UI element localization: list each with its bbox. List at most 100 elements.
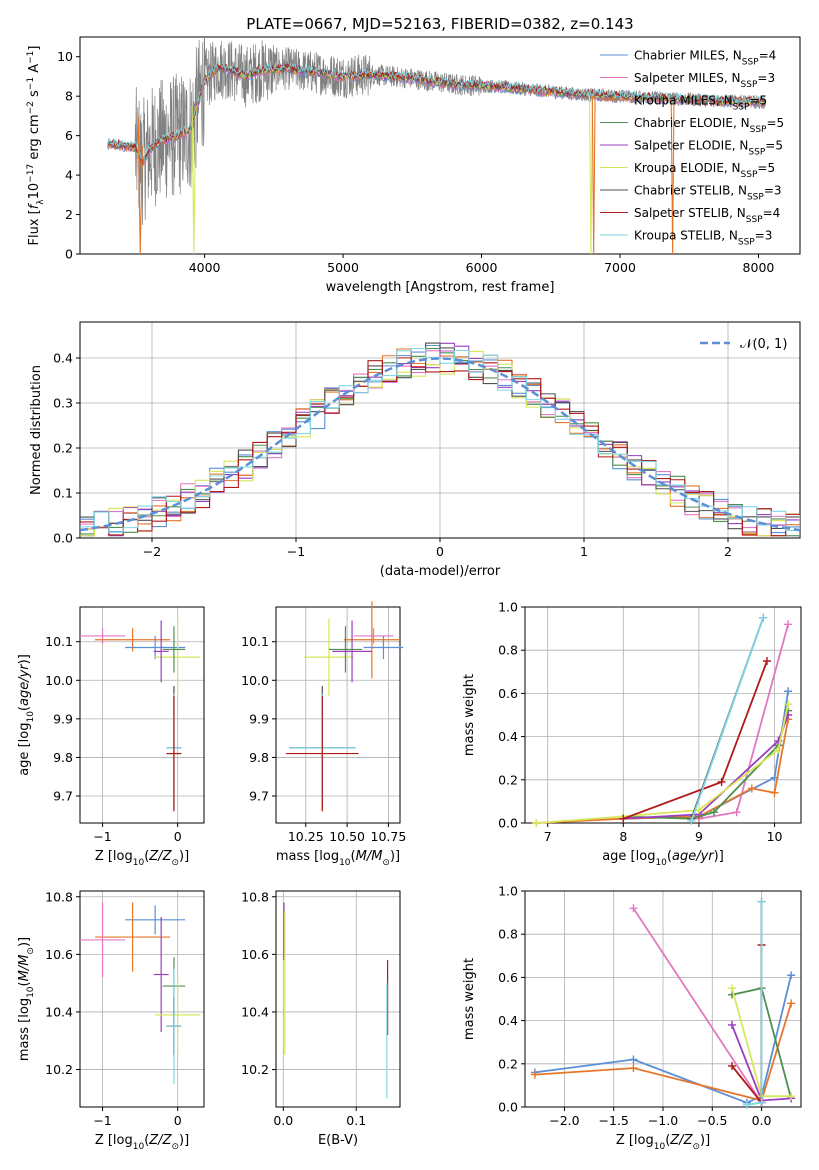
age_vs_mass-ytick-label: 9.7 bbox=[249, 789, 269, 804]
weight_vs_Z-marker-kroupa_elodie bbox=[728, 984, 736, 993]
age_vs_mass-axes: 10.25 10.50 10.75 9.7 9.8 9.9 10.0 10.1 mass [lo… bbox=[241, 606, 407, 868]
residuals-hist-kroupa_stelib bbox=[80, 347, 800, 533]
weight_vs_age-xtick-label: 7 bbox=[544, 829, 552, 844]
residuals-axes: −2 −1 0 1 2 0.0 0.1 0.2 0.3 0.4 (data-model)/error… bbox=[29, 321, 801, 579]
mass_vs_ebv-frame bbox=[275, 890, 401, 1108]
weight_vs_Z-marker-salpeter_miles bbox=[629, 904, 638, 913]
residuals-xtick-label: 1 bbox=[580, 544, 588, 559]
weight_vs_Z-ytick-label: 0.4 bbox=[498, 1013, 518, 1028]
residuals-hist-chabrier_stelib bbox=[80, 342, 800, 531]
weight_vs_age-marker-kroupa_elodie bbox=[774, 745, 783, 754]
legend-label-salpeter_stelib: Salpeter STELIB, NSSP=4 bbox=[634, 206, 780, 225]
mass_vs_Z-xtick-label: 0 bbox=[174, 1113, 182, 1128]
weight_vs_age-series-kroupa_miles bbox=[536, 719, 789, 824]
weight_vs_age-ytick-label: 0.0 bbox=[498, 816, 518, 831]
weight_vs_Z-frame bbox=[524, 890, 802, 1108]
weight_vs_Z-marker-kroupa_miles bbox=[530, 1070, 539, 1079]
mass_vs_ebv-ytick-label: 10.2 bbox=[241, 1062, 269, 1077]
weight_vs_age-marker-salpeter_stelib bbox=[619, 814, 628, 823]
residuals-frame bbox=[79, 321, 801, 539]
age_vs_Z-xtick-label: 0 bbox=[174, 829, 182, 844]
weight_vs_Z-xtick-label: −1.5 bbox=[599, 1113, 629, 1128]
weight_vs_Z-marker-salpeter_elodie bbox=[728, 1020, 736, 1029]
weight_vs_age-frame bbox=[524, 606, 802, 824]
mass_vs_Z-xtick-label: −1 bbox=[93, 1113, 111, 1128]
legend-label-salpeter_elodie: Salpeter ELODIE, NSSP=5 bbox=[634, 139, 783, 158]
residuals-hist-kroupa_elodie bbox=[80, 349, 800, 537]
weight_vs_age-marker-salpeter_miles bbox=[732, 808, 741, 817]
residuals-xtick-label: 2 bbox=[724, 544, 732, 559]
spectrum-axes: 4000 5000 6000 7000 8000 0 2 4 6 8 10 wavelength [A… bbox=[26, 36, 801, 295]
weight_vs_age-series-kroupa_stelib bbox=[690, 617, 765, 822]
weight_vs_age-marker-salpeter_stelib bbox=[762, 657, 771, 665]
spectrum-model-salpeter_stelib bbox=[107, 63, 765, 166]
weight_vs_age-ylabel: mass weight bbox=[462, 674, 477, 756]
weight_vs_Z-ytick-label: 1.0 bbox=[498, 884, 518, 899]
age_vs_Z-ylabel: age [log10(age/yr)] bbox=[17, 654, 36, 776]
weight_vs_age-ytick-label: 0.4 bbox=[498, 729, 518, 744]
spectrum-ytick-label: 6 bbox=[65, 128, 73, 143]
residuals-xtick-label: −1 bbox=[287, 544, 305, 559]
spectrum-ytick-label: 10 bbox=[57, 49, 73, 64]
spectrum-xtick-label: 5000 bbox=[327, 260, 359, 275]
weight_vs_age-marker-salpeter_miles bbox=[784, 620, 793, 629]
residuals-ytick-label: 0.2 bbox=[53, 441, 73, 456]
spectrum-model-kroupa_stelib bbox=[107, 61, 765, 162]
spectrum-ytick-label: 8 bbox=[65, 89, 73, 104]
age_vs_mass-ytick-label: 10.0 bbox=[241, 673, 269, 688]
weight_vs_age-marker-kroupa_stelib bbox=[759, 613, 768, 622]
weight_vs_Z-marker-kroupa_stelib bbox=[757, 897, 766, 906]
weight_vs_Z-xtick-label: −2.0 bbox=[549, 1113, 579, 1128]
weight_vs_Z-ytick-label: 0.8 bbox=[498, 927, 518, 942]
weight_vs_age-marker-chabrier_miles bbox=[784, 687, 793, 696]
age_vs_Z-ytick-label: 9.7 bbox=[53, 789, 73, 804]
age_vs_mass-ytick-label: 10.1 bbox=[241, 634, 269, 649]
age_vs_mass-xtick-label: 10.50 bbox=[329, 829, 365, 844]
age_vs_Z-ytick-label: 10.1 bbox=[45, 634, 73, 649]
figure-title: PLATE=0667, MJD=52163, FIBERID=0382, z=0… bbox=[246, 15, 633, 33]
spectrum-model-spike bbox=[591, 96, 596, 254]
age_vs_Z-ytick-label: 9.8 bbox=[53, 750, 73, 765]
age_vs_mass-ytick-label: 9.8 bbox=[249, 750, 269, 765]
weight_vs_Z-marker-kroupa_miles bbox=[787, 999, 796, 1008]
weight_vs_age-marker-kroupa_elodie bbox=[784, 700, 793, 709]
residuals-ylabel: Normed distribution bbox=[29, 365, 44, 495]
mass_vs_ebv-xlabel: E(B-V) bbox=[318, 1133, 358, 1148]
age_vs_Z-ytick-label: 9.9 bbox=[53, 711, 73, 726]
spectrum-model-spike bbox=[588, 96, 593, 254]
spectrum-plot-area bbox=[107, 37, 766, 254]
weight_vs_Z-xlabel: Z [log10(Z/Z⊙)] bbox=[616, 1133, 710, 1152]
age_vs_mass-xtick-label: 10.75 bbox=[371, 829, 407, 844]
residuals-xtick-label: −2 bbox=[143, 544, 161, 559]
weight_vs_age-ytick-label: 1.0 bbox=[498, 600, 518, 615]
spectrum-xtick-label: 6000 bbox=[466, 260, 498, 275]
weight_vs_Z-marker-kroupa_stelib bbox=[757, 1098, 766, 1107]
spectrum-legend: Chabrier MILES, NSSP=4 Salpeter MILES, NS… bbox=[600, 49, 784, 248]
age_vs_Z-frame bbox=[79, 606, 205, 824]
weight_vs_age-xtick-label: 10 bbox=[767, 829, 783, 844]
spectrum-frame bbox=[79, 36, 801, 255]
age_vs_Z-ytick-label: 10.0 bbox=[45, 673, 73, 688]
mass_vs_Z-ytick-label: 10.8 bbox=[45, 889, 73, 904]
spectrum-xlabel: wavelength [Angstrom, rest frame] bbox=[326, 280, 555, 295]
mass_vs_Z-frame bbox=[79, 890, 205, 1108]
age_vs_Z-axes: −1 0 9.7 9.8 9.9 10.0 10.1 Z [log10(Z/Z⊙)] age [… bbox=[17, 606, 205, 868]
age_vs_Z-points bbox=[80, 618, 201, 812]
age_vs_Z-xtick-label: −1 bbox=[93, 829, 111, 844]
weight_vs_age-ytick-label: 0.6 bbox=[498, 686, 518, 701]
weight_vs_Z-lines bbox=[530, 897, 796, 1109]
mass_vs_ebv-ytick-label: 10.6 bbox=[241, 947, 269, 962]
weight_vs_Z-ytick-label: 0.6 bbox=[498, 970, 518, 985]
spectrum-model-spike bbox=[191, 106, 197, 254]
weight_vs_age-marker-kroupa_miles bbox=[747, 784, 756, 793]
spectrum-xtick-label: 7000 bbox=[604, 260, 636, 275]
mass_vs_Z-xlabel: Z [log10(Z/Z⊙)] bbox=[95, 1133, 189, 1152]
weight_vs_Z-ytick-label: 0.2 bbox=[498, 1056, 518, 1071]
residuals-plot-area bbox=[80, 342, 800, 537]
weight_vs_age-marker-kroupa_elodie bbox=[532, 819, 541, 827]
residuals-ytick-label: 0.4 bbox=[53, 351, 73, 366]
residuals-xtick-label: 0 bbox=[436, 544, 444, 559]
weight_vs_Z-series-salpeter_miles bbox=[632, 907, 763, 1104]
residuals-ytick-label: 0.1 bbox=[53, 486, 73, 501]
